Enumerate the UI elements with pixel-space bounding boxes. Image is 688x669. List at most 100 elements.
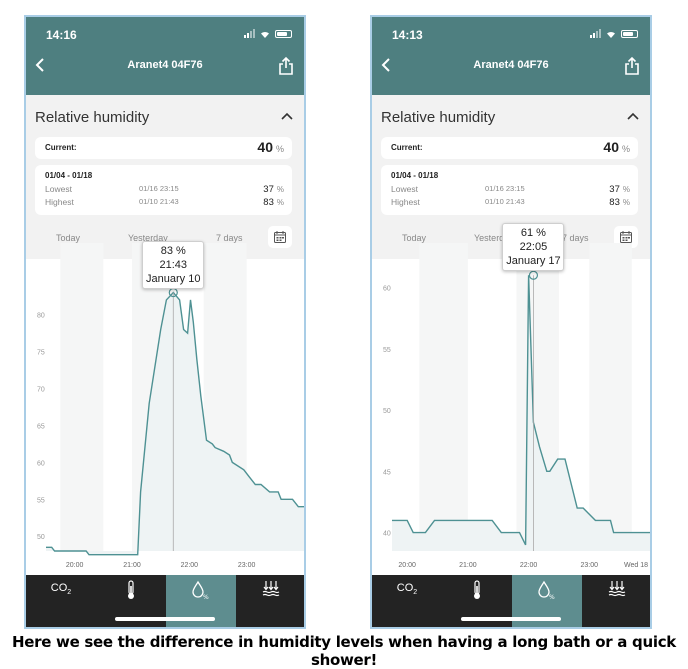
pressure-icon (608, 581, 626, 597)
x-tick-label: 21:00 (123, 562, 141, 569)
calendar-button[interactable] (268, 226, 292, 248)
calendar-icon (274, 231, 286, 243)
tab-temperature[interactable] (96, 575, 166, 627)
battery-icon (275, 29, 292, 38)
current-label: Current: (45, 143, 77, 152)
section-title: Relative humidity (381, 109, 496, 126)
bottom-tab-bar: CO2 % (372, 575, 650, 627)
status-icons (244, 29, 292, 38)
y-tick-label: 40 (383, 531, 391, 538)
tab-co2[interactable]: CO2 (372, 575, 442, 627)
tab-co2[interactable]: CO2 (26, 575, 96, 627)
x-tick-label: 23:00 (238, 562, 256, 569)
series-line (46, 291, 304, 556)
current-card: Current: 40% (381, 137, 638, 159)
home-indicator (461, 617, 561, 621)
co2-label: CO2 (396, 582, 418, 597)
x-tick-label: 20:00 (398, 562, 416, 569)
y-tick-label: 50 (383, 408, 391, 415)
share-icon[interactable] (624, 56, 640, 76)
back-icon[interactable] (378, 56, 396, 74)
x-tick-label: 22:00 (520, 562, 538, 569)
svg-text:%: % (203, 594, 209, 600)
period-today[interactable]: Today (56, 233, 81, 243)
chart-tooltip: 83 % 21:43 January 10 (142, 240, 205, 289)
y-tick-label: 55 (37, 497, 45, 504)
date-range: 01/04 - 01/18 (45, 171, 93, 180)
humidity-chart[interactable]: 50 55 60 65 70 75 80 20:00 21:00 22:00 23:00 (26, 243, 304, 577)
tooltip-date: January 17 (506, 255, 561, 268)
tooltip-value: 83 % (160, 244, 186, 257)
chart-band (419, 243, 468, 551)
chevron-up-icon[interactable] (280, 111, 294, 121)
phone-screenshot-right: 14:13 Aranet4 04F76 Relative humidity Cu… (370, 15, 652, 629)
series-area (46, 292, 304, 555)
range-card: 01/04 - 01/18 Lowest 01/16 23:15 37% Hig… (35, 165, 292, 215)
y-tick-label: 50 (37, 534, 45, 541)
period-yesterday[interactable]: Yesterday (474, 233, 514, 243)
highlight-point (168, 287, 178, 298)
y-tick-label: 65 (37, 423, 45, 430)
share-icon[interactable] (278, 56, 294, 76)
wifi-icon (607, 31, 615, 38)
period-yesterday[interactable]: Yesterday (128, 233, 168, 243)
tab-pressure[interactable] (236, 575, 304, 627)
device-title: Aranet4 04F76 (473, 59, 549, 71)
current-value: 40% (257, 139, 284, 155)
home-indicator (115, 617, 215, 621)
top-bar: 14:16 Aranet4 04F76 (26, 17, 304, 95)
status-time: 14:13 (392, 28, 423, 42)
back-icon[interactable] (32, 56, 50, 74)
device-title: Aranet4 04F76 (127, 59, 203, 71)
thermometer-icon (128, 580, 134, 599)
tooltip-date: January 10 (146, 272, 201, 285)
highlight-point (528, 270, 539, 280)
tab-temperature[interactable] (442, 575, 512, 627)
humidity-icon: % (192, 580, 209, 600)
y-tick-label: 45 (383, 469, 391, 476)
section-title: Relative humidity (35, 109, 150, 126)
x-tick-label: 22:00 (181, 562, 199, 569)
current-label: Current: (391, 143, 423, 152)
range-card: 01/04 - 01/18 Lowest 01/16 23:15 37% Hig… (381, 165, 638, 215)
phone-screenshot-left: 14:16 Aranet4 04F76 Relative humidity Cu… (24, 15, 306, 629)
period-today[interactable]: Today (402, 233, 427, 243)
y-tick-label: 55 (383, 347, 391, 354)
date-range: 01/04 - 01/18 (391, 171, 439, 180)
bottom-tab-bar: CO2 % (26, 575, 304, 627)
chart-band (60, 243, 104, 551)
calendar-button[interactable] (614, 226, 638, 248)
thermometer-icon (474, 580, 480, 599)
tooltip-time: 22:05 (519, 241, 548, 254)
period-7-days[interactable]: 7 days (216, 233, 243, 243)
period-7-days[interactable]: 7 days (562, 233, 589, 243)
svg-text:%: % (549, 594, 555, 600)
co2-label: CO2 (50, 582, 72, 597)
chart-tooltip: 61 % 22:05 January 17 (502, 223, 565, 272)
tooltip-value: 61 % (520, 227, 546, 240)
y-tick-label: 60 (37, 460, 45, 467)
y-tick-label: 70 (37, 387, 45, 394)
calendar-icon (620, 231, 632, 243)
signal-icon (244, 29, 255, 38)
y-tick-label: 60 (383, 286, 391, 293)
tab-pressure[interactable] (582, 575, 650, 627)
humidity-summary: Relative humidity Current: 40% 01/04 - 0… (26, 95, 304, 259)
status-icons (590, 29, 638, 38)
x-tick-label: Wed 18 (624, 562, 648, 569)
signal-icon (590, 29, 601, 38)
y-tick-label: 80 (37, 313, 45, 320)
humidity-icon: % (538, 580, 555, 600)
current-value: 40% (603, 139, 630, 155)
y-tick-label: 75 (37, 350, 45, 357)
chart-band (589, 243, 632, 551)
x-tick-label: 21:00 (459, 562, 477, 569)
battery-icon (621, 29, 638, 38)
image-caption: Here we see the difference in humidity l… (12, 633, 676, 669)
wifi-icon (261, 31, 269, 38)
x-tick-label: 20:00 (66, 562, 84, 569)
pressure-icon (262, 581, 280, 597)
chevron-up-icon[interactable] (626, 111, 640, 121)
humidity-chart[interactable]: 40 45 50 55 60 20:00 21:00 22:00 23:00 Wed 18 (372, 243, 650, 577)
x-tick-label: 23:00 (581, 562, 599, 569)
